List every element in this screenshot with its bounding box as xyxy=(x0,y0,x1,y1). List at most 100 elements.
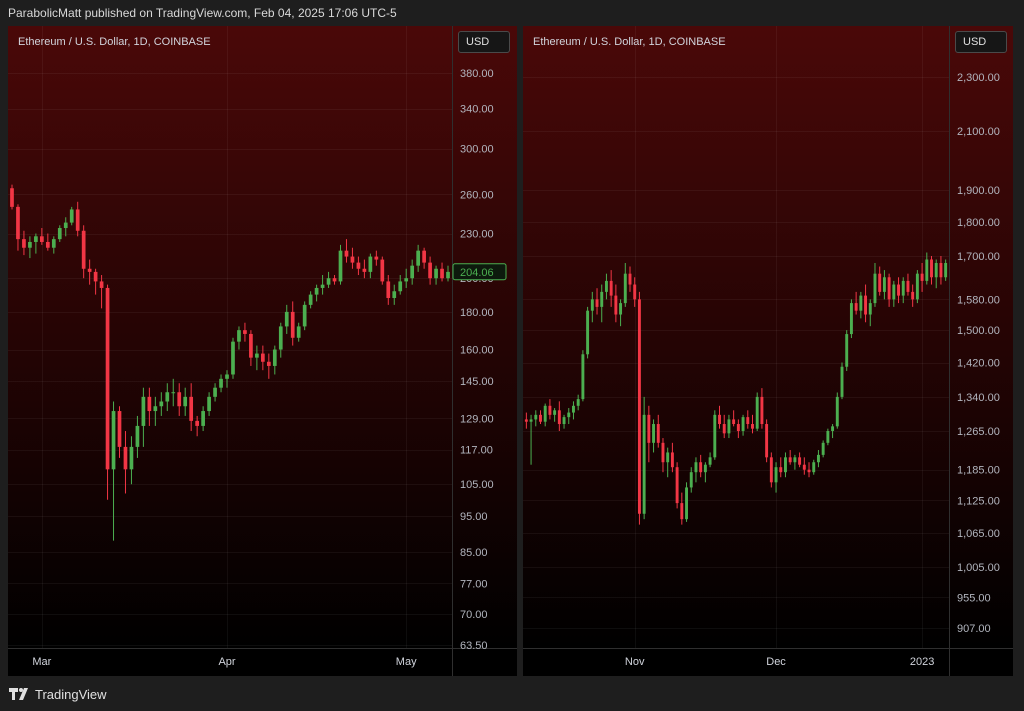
candle xyxy=(272,345,277,375)
candle xyxy=(141,387,146,447)
candle-body xyxy=(666,452,670,463)
candle-body xyxy=(562,417,566,425)
candlestick-chart-left[interactable]: 380.00340.00300.00260.00230.00200.00180.… xyxy=(8,26,517,676)
candle-body xyxy=(111,411,116,470)
candle-body xyxy=(189,396,194,421)
candle-body xyxy=(159,401,164,407)
x-tick-label: Dec xyxy=(766,656,786,668)
candle xyxy=(255,345,259,371)
y-tick-label: 300.00 xyxy=(460,144,494,156)
candle xyxy=(362,259,367,279)
y-tick-label: 380.00 xyxy=(460,68,494,80)
candle-body xyxy=(243,330,247,334)
candle-body xyxy=(446,271,450,279)
candle-body xyxy=(807,469,811,473)
y-tick-label: 340.00 xyxy=(460,104,494,116)
y-tick-label: 85.00 xyxy=(460,547,488,559)
y-tick-label: 1,500.00 xyxy=(957,325,1000,337)
candle xyxy=(99,275,104,309)
candle-body xyxy=(22,239,26,248)
candle xyxy=(788,450,792,465)
candle xyxy=(39,228,44,245)
footer-brand[interactable]: TradingView xyxy=(9,686,107,702)
candle xyxy=(769,452,773,488)
chart-panel-right[interactable]: 2,300.00 2,100.00 1,900.00 1,800.00 1,700.00… xyxy=(523,26,1013,676)
candle-body xyxy=(374,256,379,260)
candle xyxy=(57,225,62,242)
candle xyxy=(302,301,307,331)
y-tick-label: 1,700.00 xyxy=(957,251,1000,263)
y-tick-label: 955.00 xyxy=(957,592,991,604)
candle xyxy=(939,255,943,285)
candle-body xyxy=(255,353,259,358)
candle xyxy=(10,184,14,210)
candle-body xyxy=(708,457,712,465)
chart-background xyxy=(8,26,517,648)
candle-body xyxy=(656,424,660,443)
candle-body xyxy=(428,262,432,279)
candle-body xyxy=(45,241,50,248)
candle-body xyxy=(798,457,802,465)
candle xyxy=(69,206,74,226)
candle-body xyxy=(722,424,726,434)
candle-body xyxy=(901,280,905,296)
candle-body xyxy=(878,273,882,292)
candle xyxy=(586,306,590,359)
candle xyxy=(183,387,188,416)
y-tick-label: 117.00 xyxy=(460,445,493,457)
candle-body xyxy=(129,446,134,470)
candle xyxy=(22,230,26,256)
candle xyxy=(123,431,128,494)
candle xyxy=(314,284,319,302)
candle-body xyxy=(386,281,391,298)
chart-title-left: Ethereum / U.S. Dollar, 1D, COINBASE xyxy=(18,36,211,48)
candle xyxy=(642,396,646,520)
candle-body xyxy=(944,263,948,278)
currency-button-left[interactable]: USD xyxy=(458,31,510,53)
candle-body xyxy=(147,396,152,412)
candle-body xyxy=(930,259,933,278)
candle xyxy=(380,256,385,285)
candle xyxy=(619,299,623,327)
candle xyxy=(765,419,769,463)
candle-body xyxy=(689,472,693,488)
candle xyxy=(930,255,933,285)
candle-body xyxy=(225,374,229,379)
chart-panel-left[interactable]: 380.00340.00300.00260.00230.00200.00180.… xyxy=(8,26,517,676)
candle xyxy=(741,414,745,436)
candle-body xyxy=(746,417,750,425)
candle xyxy=(859,291,863,319)
candle xyxy=(135,415,140,458)
candle xyxy=(207,392,211,416)
candle-body xyxy=(751,424,754,429)
candle-body xyxy=(350,256,355,263)
y-tick-label: 1,065.00 xyxy=(957,528,1000,540)
candle xyxy=(807,462,811,478)
y-tick-label: 230.00 xyxy=(460,229,494,241)
candle-body xyxy=(539,414,542,422)
candle-body xyxy=(887,277,891,300)
candle-body xyxy=(637,299,641,514)
candlestick-chart-right[interactable]: 2,300.00 2,100.00 1,900.00 1,800.00 1,700.00… xyxy=(523,26,1013,676)
candle xyxy=(882,270,886,300)
candle xyxy=(548,399,552,420)
candle-body xyxy=(732,419,736,425)
candle-body xyxy=(647,414,651,443)
candle xyxy=(350,247,355,269)
candle-body xyxy=(338,250,343,282)
candle-body xyxy=(802,464,806,470)
candle-body xyxy=(906,280,910,292)
candle-body xyxy=(356,262,361,269)
candle xyxy=(356,256,361,276)
currency-button-right[interactable]: USD xyxy=(955,31,1007,53)
candle xyxy=(703,462,707,483)
candle-body xyxy=(831,426,835,432)
candle xyxy=(81,225,86,279)
candle xyxy=(699,454,703,478)
candle-body xyxy=(849,303,853,335)
candle-body xyxy=(16,206,20,240)
candle xyxy=(694,457,698,483)
candle xyxy=(670,442,674,473)
candle xyxy=(398,275,403,295)
candle-body xyxy=(675,467,679,504)
